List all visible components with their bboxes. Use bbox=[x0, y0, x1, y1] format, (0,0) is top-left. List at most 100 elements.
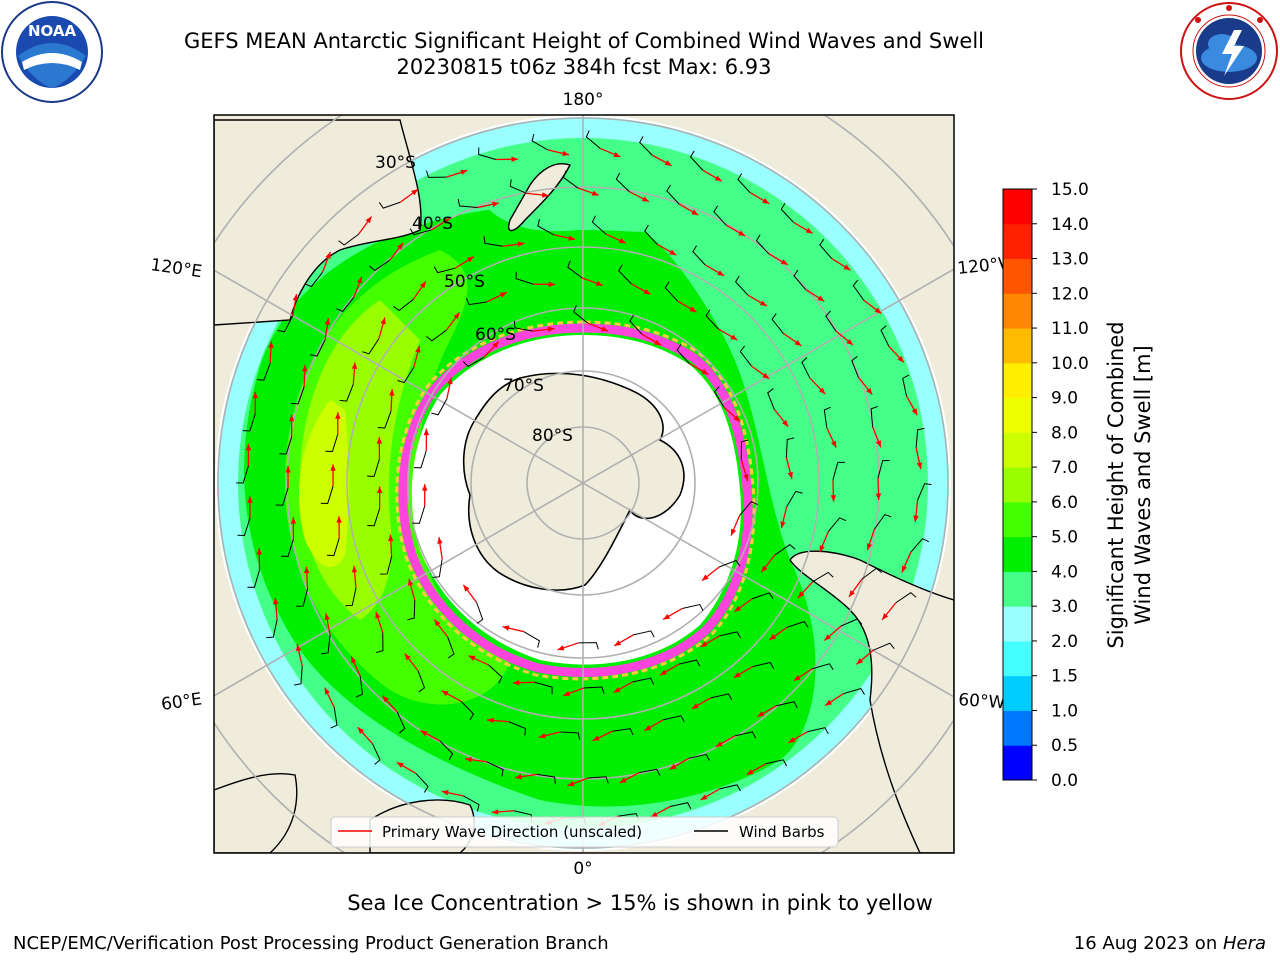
wind-barb bbox=[380, 556, 393, 575]
colorbar-tick-label: 14.0 bbox=[1051, 215, 1089, 235]
colorbar-segment bbox=[1003, 710, 1032, 746]
wind-barb bbox=[476, 602, 484, 624]
wave-direction-arrowhead bbox=[285, 466, 291, 473]
colorbar-tick-label: 2.0 bbox=[1051, 632, 1078, 652]
lon-label-60e: 60°E bbox=[160, 689, 203, 714]
wind-barb bbox=[682, 603, 704, 611]
wave-direction-arrowhead bbox=[830, 495, 837, 502]
colorbar-segment bbox=[1003, 467, 1032, 503]
wave-direction-arrowhead bbox=[434, 619, 441, 627]
wave-direction-arrowhead bbox=[351, 362, 358, 370]
wind-barb bbox=[843, 688, 865, 695]
colorbar-tick-label: 5.0 bbox=[1051, 528, 1078, 548]
wave-direction-arrowhead bbox=[788, 737, 796, 743]
colorbar-tick-label: 15.0 bbox=[1051, 180, 1089, 200]
wave-direction-arrowhead bbox=[787, 471, 793, 479]
wave-direction-arrowhead bbox=[762, 372, 770, 379]
wind-barb bbox=[478, 147, 497, 160]
colorbar: 0.0 0.5 1.0 1.5 2.0 3.0 4.0 5.0 6.0 7.0 8.0 9.0 10.0… bbox=[1002, 180, 1089, 791]
wind-barb bbox=[376, 632, 384, 654]
legend-wave-direction: Primary Wave Direction (unscaled) bbox=[382, 823, 642, 841]
wave-direction-arrowhead bbox=[916, 462, 923, 470]
wave-direction-arrowhead bbox=[325, 251, 331, 259]
wind-barb bbox=[752, 592, 774, 600]
wind-barb bbox=[439, 740, 454, 761]
wind-barb bbox=[910, 538, 930, 553]
wind-barb bbox=[755, 234, 770, 255]
colorbar-segment bbox=[1003, 362, 1032, 399]
wind-barb bbox=[812, 571, 834, 583]
wave-direction-arrowhead bbox=[437, 537, 443, 544]
wind-barb bbox=[877, 460, 890, 479]
wind-barb bbox=[873, 642, 895, 651]
map-frame bbox=[213, 114, 955, 854]
wave-vectors bbox=[236, 130, 932, 827]
wave-direction-arrowhead bbox=[336, 516, 342, 523]
wave-direction-arrowhead bbox=[743, 473, 749, 481]
wave-direction-arrowhead bbox=[780, 521, 786, 529]
noaa-logo: NOAA bbox=[1, 1, 103, 103]
wind-barb bbox=[705, 309, 719, 330]
wave-direction-arrowhead bbox=[463, 584, 470, 592]
wind-barb bbox=[396, 711, 406, 734]
lat-label-80s: 80°S bbox=[532, 426, 573, 446]
wave-direction-arrowhead bbox=[256, 548, 263, 555]
colorbar-tick-label: 12.0 bbox=[1051, 284, 1089, 304]
legend-wind-barbs: Wind Barbs bbox=[739, 823, 825, 841]
colorbar-segment bbox=[1003, 501, 1032, 538]
wind-barb bbox=[236, 465, 249, 484]
wind-barb bbox=[296, 588, 309, 607]
colorbar-segment bbox=[1003, 745, 1032, 781]
wave-direction-arrowhead bbox=[563, 690, 571, 696]
wave-direction-arrowhead bbox=[843, 264, 851, 271]
wind-barb bbox=[486, 761, 504, 777]
colorbar-tick-label: 1.5 bbox=[1051, 667, 1078, 687]
wind-barb bbox=[242, 413, 256, 432]
wave-direction-arrowhead bbox=[420, 730, 428, 737]
wind-barb bbox=[807, 727, 829, 735]
chart-title: GEFS MEAN Antarctic Significant Height o… bbox=[183, 29, 985, 53]
wave-band-7m bbox=[298, 400, 349, 567]
wind-barb bbox=[719, 784, 741, 792]
nws-logo bbox=[1180, 2, 1278, 100]
wave-direction-arrowhead bbox=[619, 777, 627, 783]
wave-direction-arrowhead bbox=[557, 645, 565, 651]
wind-barb bbox=[618, 264, 632, 285]
wind-barb bbox=[294, 665, 303, 686]
wind-barb bbox=[644, 224, 658, 245]
wave-direction-arrowhead bbox=[499, 292, 507, 298]
wind-barb bbox=[377, 410, 392, 429]
wind-barb bbox=[578, 642, 599, 650]
wind-barb bbox=[767, 388, 775, 410]
wave-direction-arrowhead bbox=[650, 811, 658, 818]
wave-direction-arrowhead bbox=[819, 545, 825, 553]
wind-barb bbox=[669, 802, 692, 810]
wind-barb bbox=[320, 486, 334, 505]
wave-direction-arrowhead bbox=[717, 270, 725, 276]
wave-direction-arrowhead bbox=[689, 306, 697, 313]
wind-barb bbox=[786, 490, 803, 508]
wave-direction-arrowhead bbox=[330, 464, 336, 471]
wave-direction-arrowhead bbox=[562, 150, 570, 157]
wave-direction-arrowhead bbox=[538, 733, 546, 739]
wave-direction-arrowhead bbox=[376, 437, 383, 444]
wave-direction-arrowhead bbox=[460, 169, 468, 175]
wave-direction-arrowhead bbox=[380, 317, 386, 325]
wind-barb bbox=[793, 269, 807, 290]
lon-label-120e: 120°E bbox=[149, 255, 203, 282]
wind-barb bbox=[851, 356, 859, 378]
colorbar-segment bbox=[1003, 328, 1032, 364]
wave-direction-arrowhead bbox=[492, 341, 499, 349]
wind-barb bbox=[393, 299, 414, 312]
wave-direction-arrowhead bbox=[714, 175, 722, 182]
wind-barb bbox=[739, 501, 758, 516]
wave-direction-arrowhead bbox=[613, 686, 621, 693]
wind-barb bbox=[291, 386, 305, 405]
wave-direction-arrowhead bbox=[618, 238, 626, 244]
wave-direction-arrowhead bbox=[856, 658, 864, 665]
wind-barb bbox=[371, 743, 381, 765]
wave-direction-arrowhead bbox=[486, 717, 494, 724]
wave-direction-arrowhead bbox=[388, 534, 394, 542]
wave-direction-arrowhead bbox=[268, 341, 274, 348]
wind-barb bbox=[840, 618, 863, 627]
